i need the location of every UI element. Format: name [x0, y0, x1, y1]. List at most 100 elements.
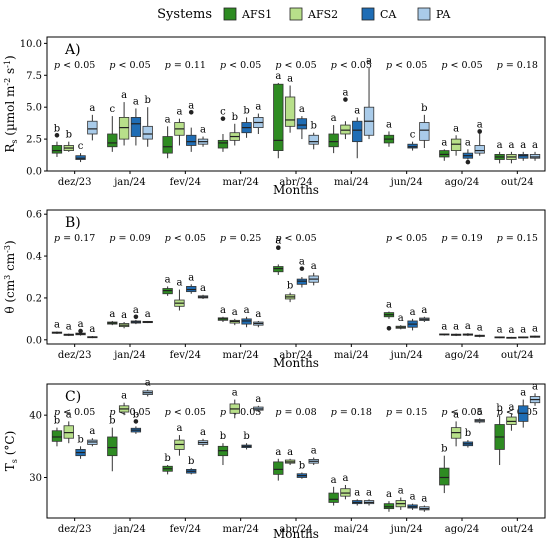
significance-letter: a	[89, 103, 95, 114]
box-ca	[462, 440, 474, 448]
y-tick-label: 40	[29, 411, 42, 422]
significance-letter: a	[89, 324, 95, 335]
p-value: p < 0.05	[109, 407, 150, 418]
significance-letter: a	[176, 107, 182, 118]
p-value: p = 0.15	[386, 407, 427, 418]
significance-letter: a	[311, 261, 317, 272]
p-value: p < 0.05	[441, 407, 482, 418]
x-tick-label: abr/24	[279, 350, 312, 361]
significance-letter: a	[54, 319, 60, 330]
significance-letter: a	[299, 257, 305, 268]
box-afs2	[395, 497, 406, 510]
outlier-point	[477, 129, 483, 134]
outlier-point	[276, 245, 281, 250]
significance-letter: a	[520, 388, 526, 399]
significance-letter: a	[133, 96, 139, 107]
y-tick-label: 2.5	[26, 135, 42, 146]
significance-letter: a	[133, 305, 139, 316]
box-pa	[529, 151, 541, 161]
significance-letter: b	[299, 461, 305, 472]
x-tick-label: out/24	[501, 350, 534, 361]
box-ca	[130, 319, 142, 325]
x-tick-label: abr/24	[279, 524, 312, 535]
p-value: p < 0.05	[386, 60, 427, 71]
box-afs1	[217, 316, 229, 323]
box-afs1	[439, 333, 450, 336]
box-pa	[87, 336, 98, 339]
p-value: p < 0.05	[386, 233, 427, 244]
significance-letter: b	[232, 112, 238, 123]
significance-letter: a	[441, 322, 447, 333]
significance-letter: a	[287, 73, 293, 84]
y-axis-label: Ts (°C)	[3, 431, 19, 471]
significance-letter: a	[188, 272, 194, 283]
box-afs1	[383, 131, 395, 147]
box-afs1	[494, 151, 505, 164]
significance-letter: a	[465, 321, 471, 332]
plot-frame	[46, 36, 546, 172]
box-pa	[197, 294, 209, 299]
significance-letter: a	[89, 426, 95, 437]
box-afs2	[118, 102, 130, 146]
significance-letter: a	[520, 324, 526, 335]
significance-letter: b	[188, 456, 194, 467]
box-afs2	[63, 141, 74, 152]
box-afs1	[162, 465, 173, 475]
p-value: p < 0.05	[331, 60, 372, 71]
box-pa	[308, 272, 319, 286]
box-pa	[308, 132, 319, 150]
box-ca	[130, 426, 142, 434]
y-tick-label: 0.6	[26, 210, 42, 221]
box-afs2	[284, 458, 296, 466]
box-pa	[142, 320, 153, 324]
significance-letter: b	[243, 105, 249, 116]
y-tick-label: 0.0	[26, 167, 42, 178]
box-afs1	[107, 320, 118, 326]
x-tick-label: dez/23	[58, 177, 92, 188]
y-tick-label: 10.0	[20, 39, 42, 50]
significance-letter: a	[255, 394, 261, 405]
x-tick-label: mar/24	[223, 177, 259, 188]
box-afs2	[395, 325, 406, 330]
box-ca	[407, 318, 418, 331]
x-tick-label: dez/23	[58, 350, 92, 361]
plot-frame	[46, 383, 546, 519]
significance-letter: a	[453, 123, 459, 134]
significance-letter: a	[311, 446, 317, 457]
box-afs2	[340, 121, 351, 140]
significance-letter: a	[366, 487, 372, 498]
box-afs2	[340, 484, 351, 500]
p-value: p < 0.05	[497, 407, 538, 418]
box-afs2	[118, 322, 130, 329]
significance-letter: a	[255, 309, 261, 320]
significance-letter: a	[66, 409, 72, 420]
p-value: p < 0.05	[275, 233, 316, 244]
significance-letter: a	[465, 137, 471, 148]
box-pa	[419, 316, 430, 323]
p-value: p = 0.18	[497, 60, 538, 71]
box-pa	[253, 113, 264, 134]
p-value: p = 0.15	[497, 233, 538, 244]
p-value: p < 0.05	[220, 60, 261, 71]
box-afs1	[51, 331, 63, 334]
significance-letter: a	[410, 307, 416, 318]
box-afs1	[273, 458, 284, 481]
legend-label-afs1: AFS1	[241, 8, 272, 21]
significance-letter: a	[532, 324, 538, 335]
significance-letter: a	[331, 113, 337, 124]
significance-letter: b	[287, 281, 293, 292]
significance-letter: a	[145, 378, 151, 389]
x-tick-label: jan/24	[113, 350, 146, 361]
x-tick-label: mai/24	[334, 524, 369, 535]
significance-letter: a	[441, 137, 447, 148]
box-ca	[186, 284, 197, 294]
significance-letter: a	[497, 324, 503, 335]
legend-swatch-ca	[361, 7, 375, 21]
significance-letter: a	[275, 71, 281, 82]
x-axis-label: Months	[273, 356, 319, 370]
p-value: p = 0.09	[109, 233, 150, 244]
significance-letter: b	[465, 428, 471, 439]
box-pa	[197, 438, 209, 447]
box-pa	[529, 335, 541, 338]
box-pa	[419, 114, 430, 149]
